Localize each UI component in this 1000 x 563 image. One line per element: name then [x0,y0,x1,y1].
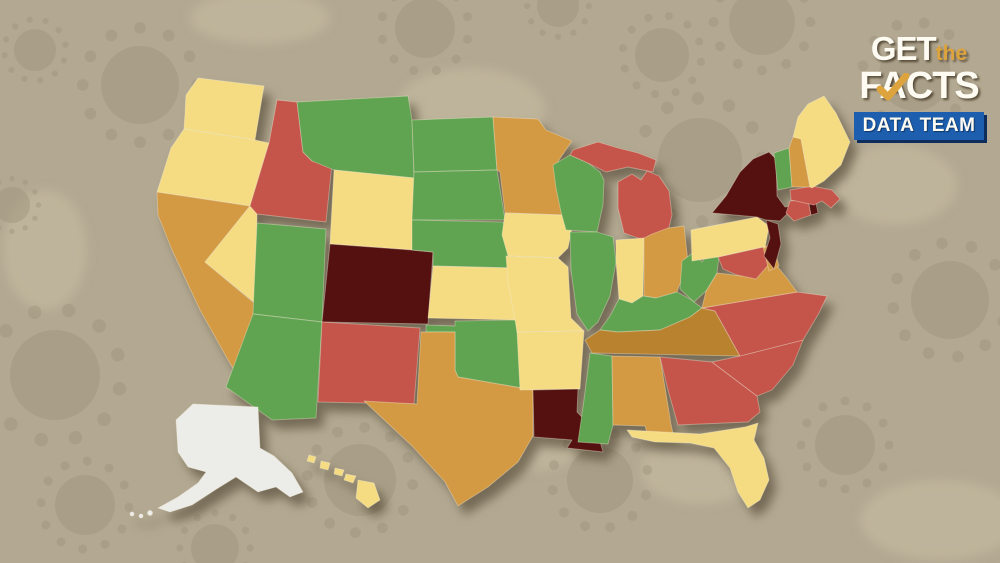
state-indiana [615,237,645,304]
state-michigan-lower [617,170,673,240]
logo-get-text: GET [870,30,937,67]
state-colorado [321,243,434,325]
hawaii-island [333,467,345,477]
alaska-aleutian-island [138,513,144,519]
hawaii-island [343,473,357,484]
state-massachusetts [789,185,841,209]
hawaii-island [306,454,317,464]
logo-the-text: the [935,42,968,65]
state-illinois [569,231,617,332]
state-iowa [501,212,573,259]
state-south-dakota [411,169,506,221]
data-team-banner: DATA TEAM [853,112,985,140]
state-utah [252,222,327,323]
state-maine [792,95,851,189]
state-arizona [225,313,323,421]
checkmark-icon [876,73,910,101]
logo-line-2: FACTS [850,67,988,105]
state-texas [363,331,534,507]
alaska-aleutian-island [129,511,135,517]
state-new-jersey [763,219,782,270]
hawaii-island [319,460,331,471]
state-north-dakota [411,116,498,173]
state-new-york [711,151,810,222]
state-kansas [427,265,516,321]
state-washington [183,77,265,141]
hawaii-island [355,479,381,509]
state-new-mexico [317,321,421,405]
state-arkansas [516,330,585,391]
state-wyoming [329,169,415,251]
get-the-facts-logo: GETthe FACTS DATA TEAM [850,32,988,140]
state-florida [626,422,770,509]
state-pennsylvania [690,216,770,262]
state-north-carolina [701,291,828,357]
logo-line-1: GETthe [850,32,988,65]
states-layer [129,77,851,519]
state-alaska [157,403,304,513]
state-michigan-upper [569,141,657,173]
alaska-aleutian-island [147,510,153,516]
state-tennessee [584,307,741,357]
